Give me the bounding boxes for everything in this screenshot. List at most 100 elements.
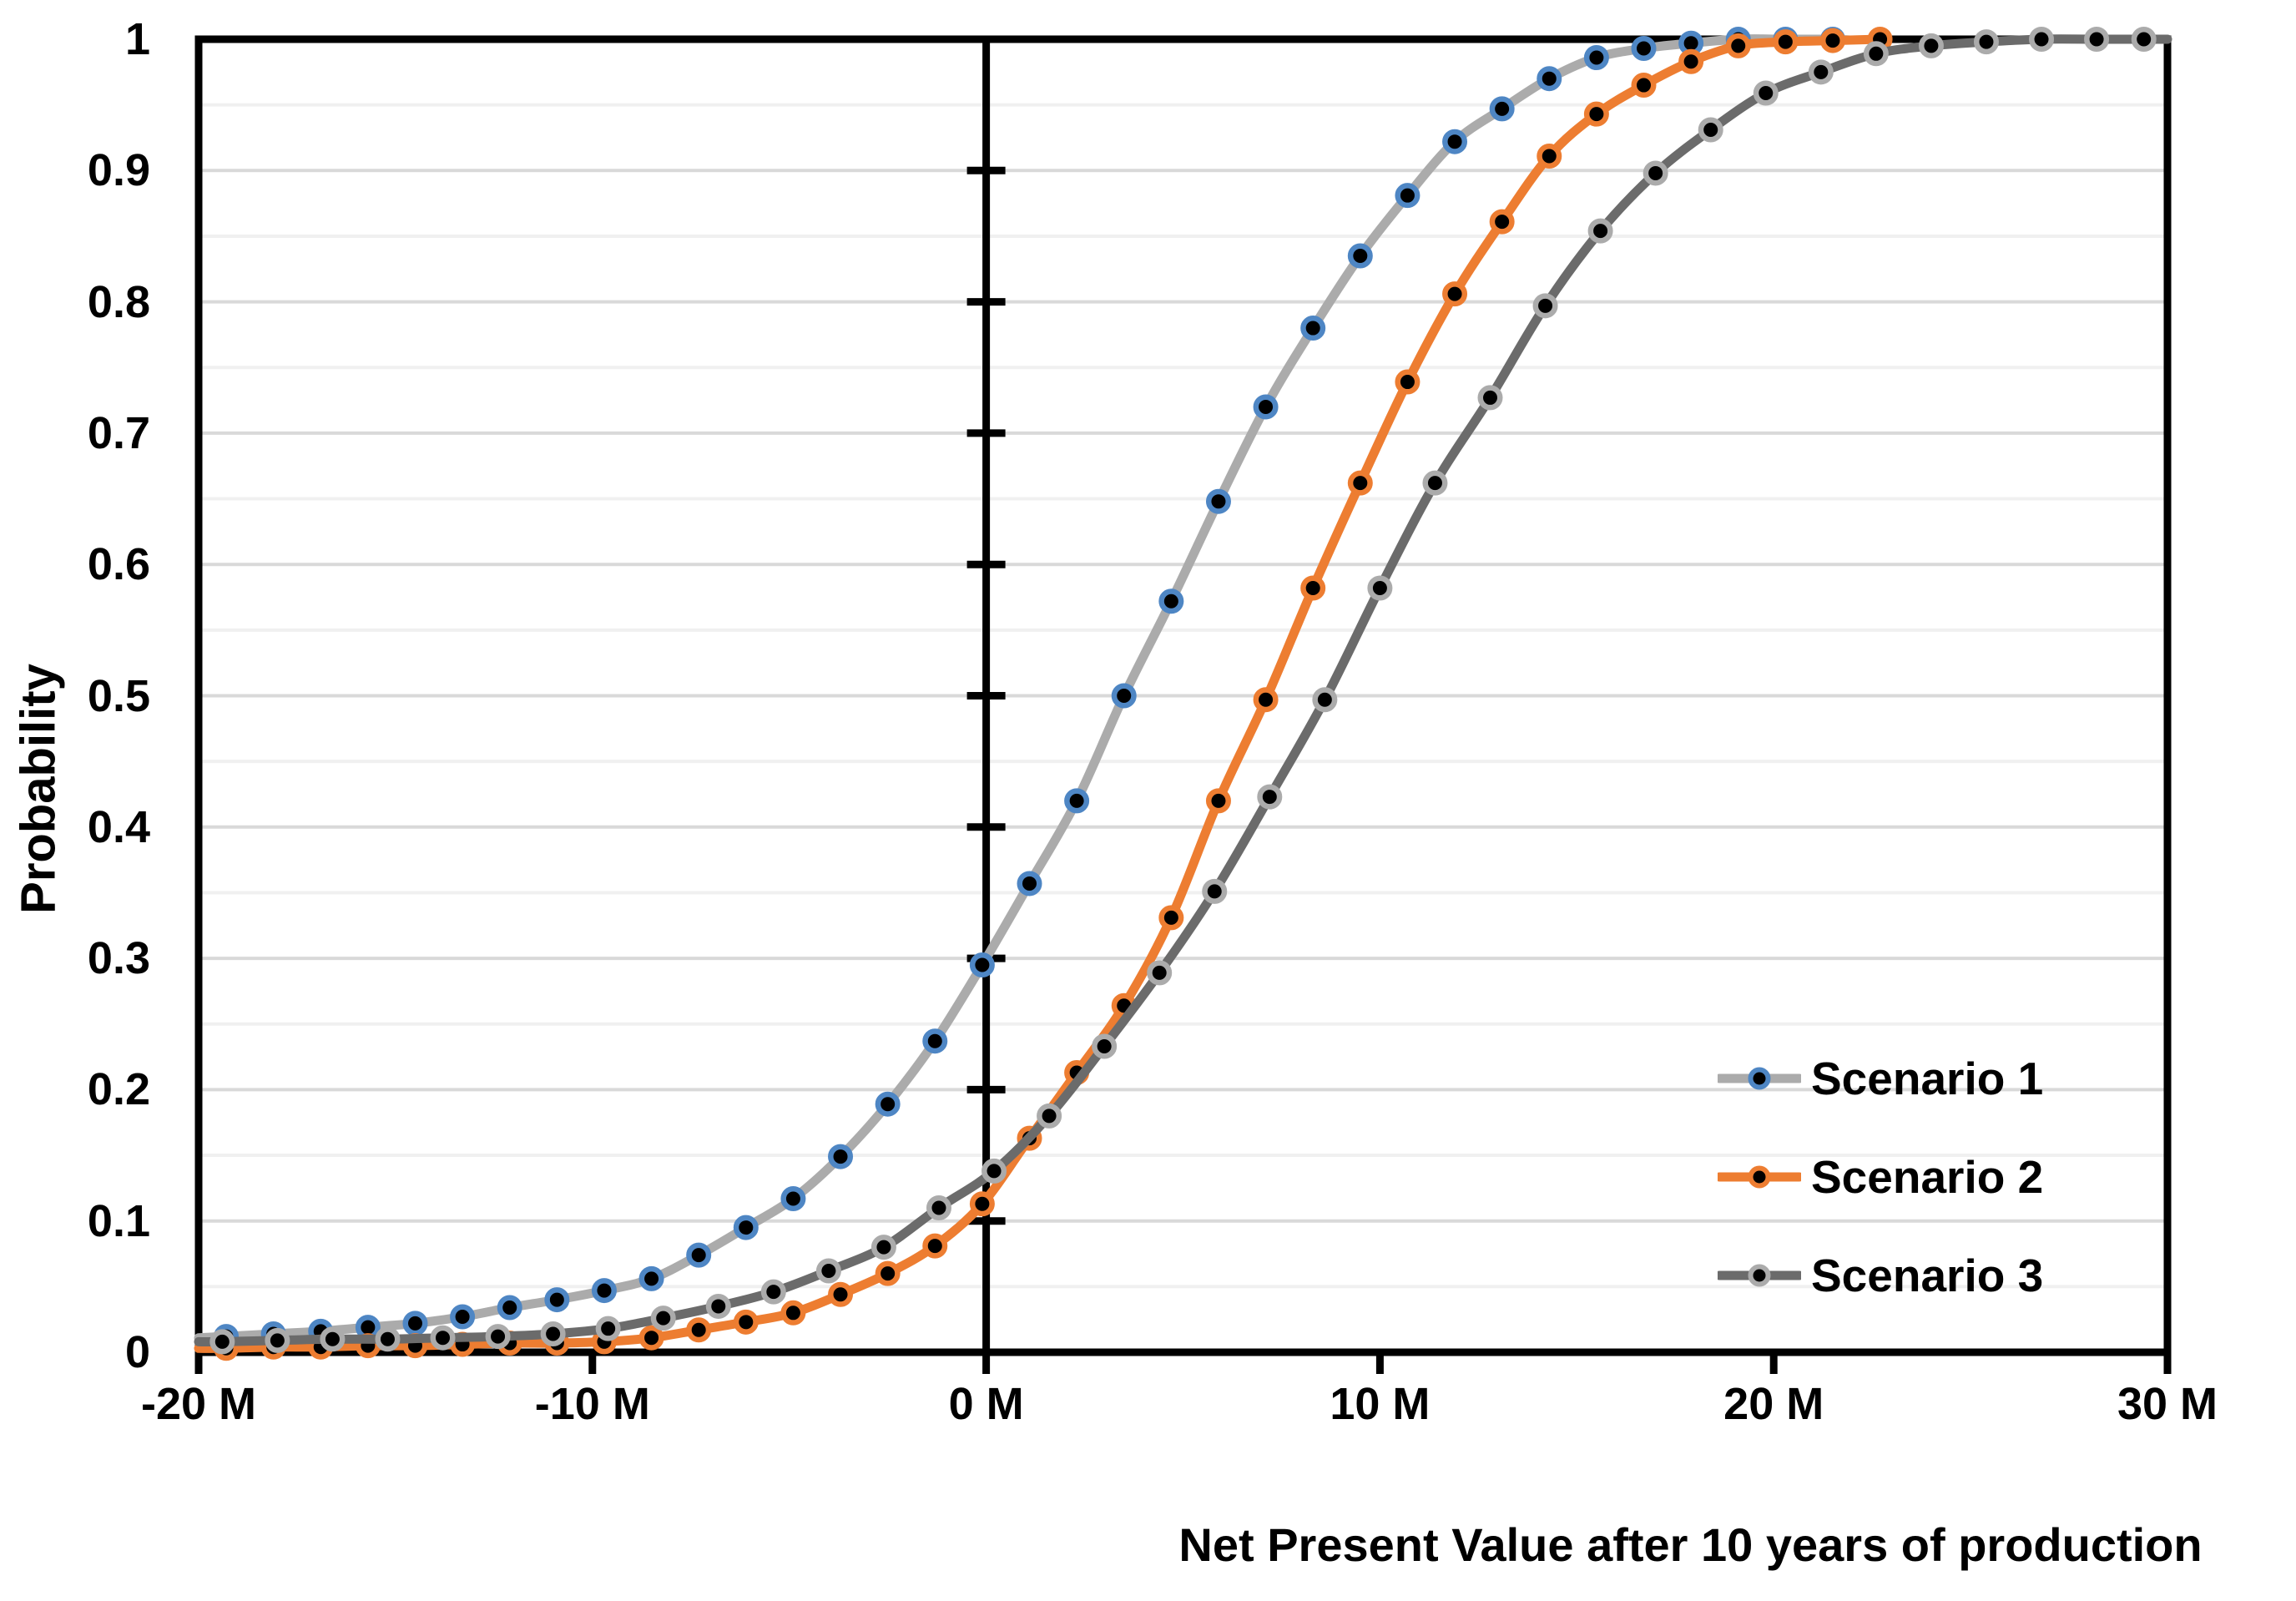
data-point-marker-scenario-3 bbox=[650, 1306, 676, 1331]
data-point-marker-scenario-3 bbox=[430, 1325, 456, 1351]
data-point-marker-scenario-3 bbox=[1477, 385, 1503, 411]
data-point-marker-scenario-3 bbox=[705, 1293, 731, 1319]
data-point-marker-scenario-1 bbox=[544, 1287, 570, 1313]
data-point-marker-scenario-3 bbox=[1918, 33, 1944, 58]
x-axis-title: Net Present Value after 10 years of prod… bbox=[1178, 1518, 2203, 1571]
legend-item-scenario-2: Scenario 2 bbox=[1714, 1145, 2043, 1209]
data-point-marker-scenario-3 bbox=[375, 1326, 401, 1352]
data-point-marker-scenario-1 bbox=[733, 1215, 759, 1240]
legend-marker-sample bbox=[1748, 1067, 1771, 1090]
data-point-marker-scenario-1 bbox=[1017, 871, 1042, 896]
data-point-marker-scenario-3 bbox=[265, 1327, 290, 1353]
y-tick-label: 0.8 bbox=[87, 276, 150, 327]
y-tick-label: 0.3 bbox=[87, 933, 150, 984]
data-point-marker-scenario-3 bbox=[1698, 117, 1723, 143]
plot-border bbox=[194, 35, 2172, 1356]
data-point-marker-scenario-2 bbox=[638, 1325, 664, 1351]
data-point-marker-scenario-1 bbox=[686, 1242, 712, 1268]
data-point-marker-scenario-2 bbox=[922, 1233, 948, 1259]
y-tick-label: 0.6 bbox=[87, 539, 150, 590]
data-point-marker-scenario-3 bbox=[815, 1258, 841, 1284]
legend-swatch-scenario-1-icon bbox=[1714, 1064, 1804, 1093]
legend-label-scenario-3: Scenario 3 bbox=[1811, 1250, 2044, 1301]
data-point-marker-scenario-1 bbox=[638, 1265, 664, 1291]
data-point-marker-scenario-1 bbox=[450, 1304, 476, 1330]
data-point-marker-scenario-2 bbox=[1489, 209, 1515, 235]
data-point-marker-scenario-2 bbox=[1395, 369, 1420, 395]
data-point-marker-scenario-1 bbox=[1205, 488, 1231, 514]
data-point-marker-scenario-3 bbox=[1863, 41, 1889, 67]
data-point-marker-scenario-2 bbox=[780, 1300, 806, 1326]
legend-swatch-scenario-2-icon bbox=[1714, 1163, 1804, 1191]
data-point-marker-scenario-2 bbox=[875, 1260, 901, 1286]
data-point-marker-scenario-3 bbox=[1808, 59, 1834, 85]
x-tick-label: -10 M bbox=[534, 1379, 650, 1429]
series-line-scenario-1 bbox=[194, 34, 1838, 1343]
y-tick-label: 0.5 bbox=[87, 670, 150, 721]
data-point-marker-scenario-3 bbox=[1973, 29, 1999, 55]
data-point-marker-scenario-2 bbox=[1773, 29, 1799, 55]
data-point-marker-scenario-3 bbox=[1257, 784, 1283, 810]
data-point-marker-scenario-2 bbox=[1158, 905, 1184, 931]
data-point-marker-scenario-1 bbox=[1347, 243, 1373, 269]
legend-item-scenario-3: Scenario 3 bbox=[1714, 1244, 2044, 1307]
data-point-marker-scenario-1 bbox=[828, 1144, 854, 1169]
data-point-marker-scenario-1 bbox=[969, 952, 995, 977]
data-point-marker-scenario-3 bbox=[1643, 160, 1668, 186]
data-point-marker-scenario-2 bbox=[1347, 470, 1373, 496]
data-point-marker-scenario-1 bbox=[497, 1295, 522, 1321]
x-tick-label: 10 M bbox=[1330, 1379, 1431, 1429]
data-point-marker-scenario-2 bbox=[1300, 575, 1326, 601]
data-point-marker-scenario-2 bbox=[1725, 33, 1751, 58]
data-point-marker-scenario-2 bbox=[1678, 48, 1704, 74]
data-point-marker-scenario-2 bbox=[1819, 28, 1845, 53]
y-tick-label: 0.4 bbox=[87, 801, 150, 852]
y-tick-label: 0.1 bbox=[87, 1195, 150, 1246]
x-tick-label: 20 M bbox=[1723, 1379, 1824, 1429]
data-point-marker-scenario-3 bbox=[1367, 575, 1393, 601]
data-point-marker-scenario-1 bbox=[402, 1311, 428, 1336]
legend-item-scenario-1: Scenario 1 bbox=[1714, 1047, 2043, 1110]
data-point-marker-scenario-2 bbox=[1205, 788, 1231, 814]
data-point-marker-scenario-1 bbox=[1300, 316, 1326, 341]
y-tick-label: 0 bbox=[124, 1327, 150, 1377]
data-point-marker-scenario-1 bbox=[591, 1278, 617, 1304]
data-point-marker-scenario-3 bbox=[926, 1194, 951, 1220]
data-point-marker-scenario-3 bbox=[2029, 27, 2055, 52]
legend: Scenario 1 Scenario 2 Scenario 3 bbox=[1714, 1047, 2044, 1342]
data-point-marker-scenario-1 bbox=[1111, 683, 1137, 709]
data-point-marker-scenario-1 bbox=[1537, 66, 1562, 92]
data-point-marker-scenario-2 bbox=[686, 1317, 712, 1343]
data-point-marker-scenario-3 bbox=[2084, 27, 2110, 52]
data-point-marker-scenario-2 bbox=[1631, 73, 1657, 98]
data-point-marker-scenario-2 bbox=[1442, 281, 1468, 307]
data-point-marker-scenario-1 bbox=[875, 1091, 901, 1117]
data-point-marker-scenario-3 bbox=[485, 1324, 511, 1350]
data-point-marker-scenario-3 bbox=[540, 1321, 566, 1346]
data-point-marker-scenario-1 bbox=[1583, 45, 1609, 71]
data-point-marker-scenario-2 bbox=[1253, 687, 1279, 713]
data-point-marker-scenario-2 bbox=[969, 1191, 995, 1217]
data-point-marker-scenario-1 bbox=[922, 1028, 948, 1054]
data-point-marker-scenario-1 bbox=[1631, 36, 1657, 62]
data-point-marker-scenario-3 bbox=[1312, 687, 1338, 713]
x-tick-label: -20 M bbox=[140, 1379, 257, 1429]
data-point-marker-scenario-3 bbox=[1147, 960, 1173, 986]
data-point-marker-scenario-3 bbox=[1587, 218, 1613, 244]
data-point-marker-scenario-3 bbox=[1422, 470, 1448, 496]
data-point-marker-scenario-3 bbox=[1092, 1033, 1118, 1059]
legend-marker-sample bbox=[1748, 1165, 1771, 1189]
y-tick-label: 0.9 bbox=[87, 145, 150, 196]
data-point-marker-scenario-3 bbox=[870, 1235, 896, 1260]
legend-marker-sample bbox=[1748, 1264, 1771, 1287]
data-point-marker-scenario-3 bbox=[2131, 27, 2157, 52]
data-point-marker-scenario-1 bbox=[1489, 96, 1515, 122]
data-point-marker-scenario-3 bbox=[760, 1279, 786, 1305]
x-tick-label: 30 M bbox=[2117, 1379, 2218, 1429]
data-point-marker-scenario-1 bbox=[1158, 588, 1184, 614]
data-point-marker-scenario-3 bbox=[595, 1316, 621, 1341]
data-point-marker-scenario-3 bbox=[209, 1329, 235, 1355]
x-tick-label: 0 M bbox=[948, 1379, 1024, 1429]
data-point-marker-scenario-1 bbox=[1442, 129, 1468, 154]
